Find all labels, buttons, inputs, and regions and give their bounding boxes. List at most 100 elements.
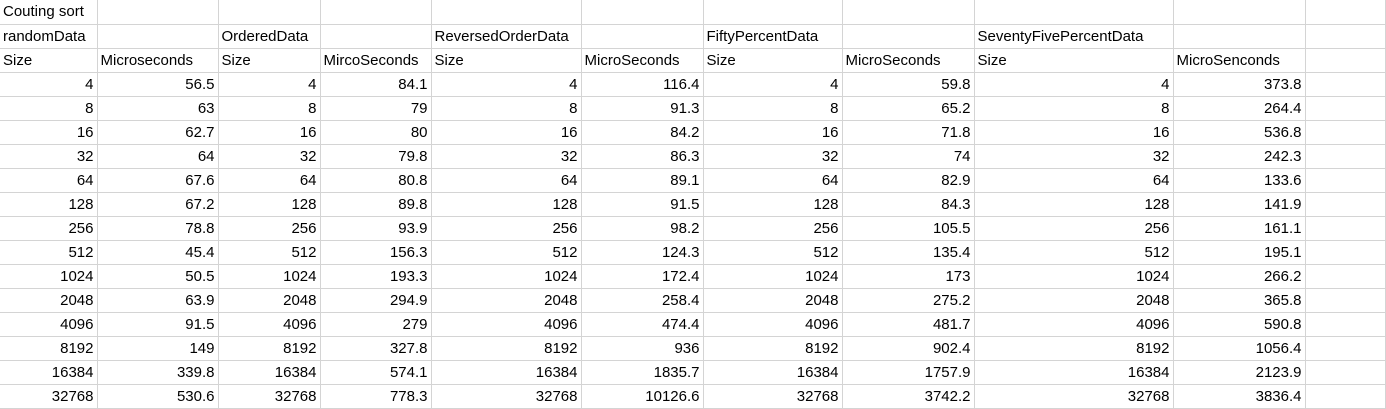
data-cell[interactable]: 16	[431, 120, 582, 145]
data-cell[interactable]: 91.5	[97, 312, 219, 337]
section-label-cell[interactable]	[97, 24, 219, 49]
empty-cell[interactable]	[974, 0, 1174, 25]
data-cell[interactable]	[1305, 360, 1386, 385]
data-cell[interactable]: 902.4	[842, 336, 975, 361]
data-cell[interactable]: 63	[97, 96, 219, 121]
data-cell[interactable]: 67.2	[97, 192, 219, 217]
section-label-cell[interactable]: SeventyFivePercentData	[974, 24, 1174, 49]
data-cell[interactable]: 8192	[0, 336, 98, 361]
data-cell[interactable]: 512	[431, 240, 582, 265]
data-cell[interactable]: 8	[974, 96, 1174, 121]
data-cell[interactable]: 530.6	[97, 384, 219, 409]
data-cell[interactable]: 8192	[431, 336, 582, 361]
data-cell[interactable]: 141.9	[1173, 192, 1306, 217]
data-cell[interactable]: 778.3	[320, 384, 432, 409]
data-cell[interactable]: 32768	[703, 384, 843, 409]
data-cell[interactable]: 84.2	[581, 120, 704, 145]
empty-cell[interactable]	[218, 0, 321, 25]
data-cell[interactable]: 56.5	[97, 72, 219, 97]
data-cell[interactable]: 63.9	[97, 288, 219, 313]
empty-cell[interactable]	[1173, 0, 1306, 25]
data-cell[interactable]: 3742.2	[842, 384, 975, 409]
column-header-cell[interactable]: MicroSeconds	[581, 48, 704, 73]
data-cell[interactable]: 16384	[431, 360, 582, 385]
data-cell[interactable]: 481.7	[842, 312, 975, 337]
section-label-cell[interactable]: FiftyPercentData	[703, 24, 843, 49]
data-cell[interactable]: 16384	[703, 360, 843, 385]
data-cell[interactable]: 79	[320, 96, 432, 121]
data-cell[interactable]	[1305, 120, 1386, 145]
data-cell[interactable]: 512	[218, 240, 321, 265]
data-cell[interactable]: 173	[842, 264, 975, 289]
data-cell[interactable]: 1024	[0, 264, 98, 289]
data-cell[interactable]: 4096	[974, 312, 1174, 337]
column-header-cell[interactable]: MicroSenconds	[1173, 48, 1306, 73]
data-cell[interactable]	[1305, 192, 1386, 217]
data-cell[interactable]: 1024	[218, 264, 321, 289]
data-cell[interactable]: 172.4	[581, 264, 704, 289]
data-cell[interactable]: 1835.7	[581, 360, 704, 385]
data-cell[interactable]: 50.5	[97, 264, 219, 289]
data-cell[interactable]: 512	[703, 240, 843, 265]
data-cell[interactable]: 32768	[431, 384, 582, 409]
data-cell[interactable]: 365.8	[1173, 288, 1306, 313]
data-cell[interactable]: 256	[218, 216, 321, 241]
data-cell[interactable]	[1305, 72, 1386, 97]
data-cell[interactable]: 4	[218, 72, 321, 97]
data-cell[interactable]: 80.8	[320, 168, 432, 193]
section-label-cell[interactable]: ReversedOrderData	[431, 24, 582, 49]
data-cell[interactable]	[1305, 288, 1386, 313]
sheet-title-cell[interactable]: Couting sort	[0, 0, 98, 25]
data-cell[interactable]: 161.1	[1173, 216, 1306, 241]
column-header-cell[interactable]: Size	[218, 48, 321, 73]
data-cell[interactable]	[1305, 336, 1386, 361]
data-cell[interactable]: 89.1	[581, 168, 704, 193]
data-cell[interactable]: 93.9	[320, 216, 432, 241]
data-cell[interactable]: 16384	[218, 360, 321, 385]
data-cell[interactable]: 32	[703, 144, 843, 169]
data-cell[interactable]: 128	[431, 192, 582, 217]
data-cell[interactable]: 339.8	[97, 360, 219, 385]
column-header-cell[interactable]: Size	[974, 48, 1174, 73]
data-cell[interactable]: 4	[703, 72, 843, 97]
data-cell[interactable]: 1056.4	[1173, 336, 1306, 361]
data-cell[interactable]	[1305, 264, 1386, 289]
data-cell[interactable]: 195.1	[1173, 240, 1306, 265]
data-cell[interactable]: 373.8	[1173, 72, 1306, 97]
data-cell[interactable]: 105.5	[842, 216, 975, 241]
data-cell[interactable]: 279	[320, 312, 432, 337]
data-cell[interactable]: 64	[974, 168, 1174, 193]
data-cell[interactable]: 32768	[0, 384, 98, 409]
data-cell[interactable]: 256	[431, 216, 582, 241]
data-cell[interactable]: 8	[218, 96, 321, 121]
data-cell[interactable]: 74	[842, 144, 975, 169]
data-cell[interactable]: 8192	[703, 336, 843, 361]
data-cell[interactable]: 1024	[974, 264, 1174, 289]
data-cell[interactable]: 128	[0, 192, 98, 217]
data-cell[interactable]: 327.8	[320, 336, 432, 361]
data-cell[interactable]: 256	[703, 216, 843, 241]
section-label-cell[interactable]	[320, 24, 432, 49]
data-cell[interactable]	[1305, 96, 1386, 121]
data-cell[interactable]: 4096	[703, 312, 843, 337]
data-cell[interactable]: 8192	[974, 336, 1174, 361]
data-cell[interactable]: 91.3	[581, 96, 704, 121]
data-cell[interactable]: 4096	[431, 312, 582, 337]
data-cell[interactable]: 128	[703, 192, 843, 217]
data-cell[interactable]: 116.4	[581, 72, 704, 97]
section-label-cell[interactable]	[1305, 24, 1386, 49]
data-cell[interactable]: 16384	[974, 360, 1174, 385]
data-cell[interactable]: 536.8	[1173, 120, 1306, 145]
data-cell[interactable]: 78.8	[97, 216, 219, 241]
data-cell[interactable]: 64	[0, 168, 98, 193]
column-header-cell[interactable]: MircoSeconds	[320, 48, 432, 73]
data-cell[interactable]: 1757.9	[842, 360, 975, 385]
data-cell[interactable]: 149	[97, 336, 219, 361]
data-cell[interactable]: 67.6	[97, 168, 219, 193]
data-cell[interactable]: 574.1	[320, 360, 432, 385]
data-cell[interactable]: 71.8	[842, 120, 975, 145]
data-cell[interactable]: 294.9	[320, 288, 432, 313]
data-cell[interactable]: 512	[974, 240, 1174, 265]
data-cell[interactable]: 256	[974, 216, 1174, 241]
data-cell[interactable]: 512	[0, 240, 98, 265]
